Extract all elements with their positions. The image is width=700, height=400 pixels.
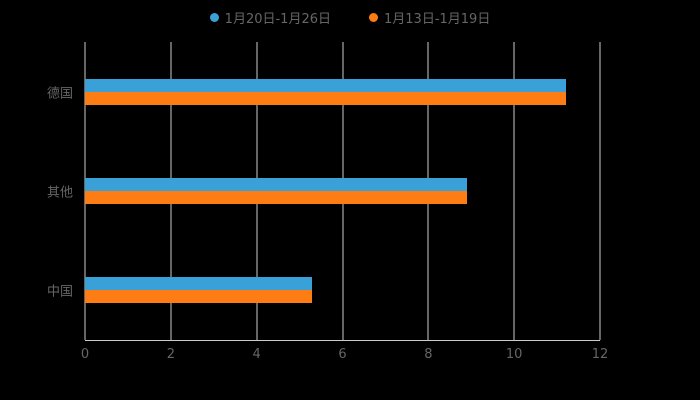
legend-item-series-2[interactable]: 1月13日-1月19日	[369, 8, 490, 27]
chart-legend: 1月20日-1月26日 1月13日-1月19日	[0, 8, 700, 27]
x-tick-label: 8	[424, 347, 433, 362]
bar-series2	[85, 91, 566, 105]
legend-dot-orange-icon	[369, 13, 378, 22]
y-category-label: 中国	[46, 284, 73, 300]
x-tick-label: 6	[338, 347, 347, 362]
x-tick-label: 12	[591, 347, 609, 362]
y-category-label: 德国	[46, 86, 73, 102]
legend-label-series-2: 1月13日-1月19日	[384, 12, 491, 27]
bar-series1	[85, 277, 313, 291]
gridline	[599, 42, 601, 340]
plot-area: 0 2 4 6 8 10 12 德国其他中国	[47, 42, 608, 362]
legend-label-series-1: 1月20日-1月26日	[224, 12, 331, 27]
x-tick-label: 0	[80, 347, 90, 362]
bar-series2	[85, 290, 313, 304]
x-tick-label: 4	[252, 347, 261, 362]
bar-series1	[85, 178, 467, 191]
bar-series2	[85, 191, 467, 204]
y-category-label: 其他	[46, 185, 73, 201]
legend-item-series-1[interactable]: 1月20日-1月26日	[209, 8, 331, 27]
gridline	[513, 42, 515, 340]
x-tick-label: 2	[166, 347, 175, 362]
legend-dot-blue-icon	[209, 13, 219, 22]
bar-series1	[85, 78, 566, 92]
x-tick-label: 10	[505, 347, 523, 362]
